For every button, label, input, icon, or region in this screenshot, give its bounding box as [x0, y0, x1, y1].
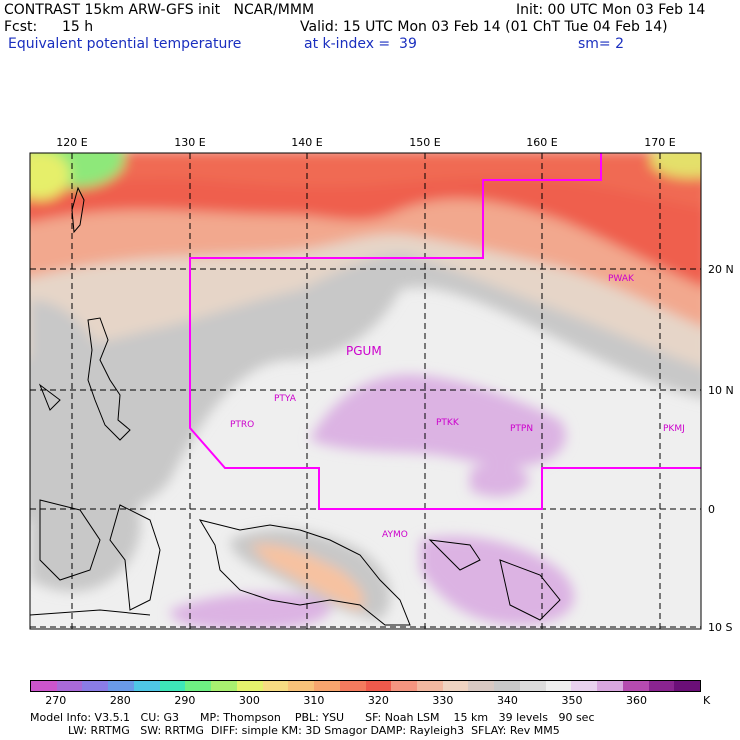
colorbar-swatch — [31, 681, 57, 691]
lon-label: 150 E — [409, 136, 440, 149]
lat-label: 20 N — [708, 263, 734, 276]
region-boundary — [189, 153, 701, 510]
colorbar-tick-label: 360 — [625, 694, 647, 707]
colorbar-swatch — [262, 681, 289, 691]
colorbar-swatch — [468, 681, 495, 691]
station-label: PTKK — [436, 418, 460, 428]
station-label: PTPN — [510, 424, 533, 434]
colorbar-swatch — [391, 681, 418, 691]
colorbar-tick-label: 350 — [561, 694, 583, 707]
colorbar-swatch — [571, 681, 598, 691]
level-index: at k-index = 39 — [304, 36, 417, 52]
station-label: AYMO — [382, 530, 408, 540]
field-name: Equivalent potential temperature — [8, 36, 242, 52]
colorbar-tick-label: 300 — [238, 694, 260, 707]
lat-label: 10 N — [708, 384, 734, 397]
lon-label: 170 E — [644, 136, 675, 149]
colorbar-tick-label: 290 — [174, 694, 196, 707]
smoothing: sm= 2 — [578, 36, 625, 52]
colorbar-swatch — [314, 681, 340, 691]
colorbar — [30, 680, 701, 692]
colorbar-tick-label: 310 — [303, 694, 325, 707]
colorbar-swatch — [236, 681, 263, 691]
colorbar-swatch — [674, 681, 701, 691]
colorbar-swatch — [185, 681, 212, 691]
colorbar-tick-label: K — [703, 694, 711, 707]
station-label: PTYA — [274, 394, 297, 404]
coastlines — [30, 186, 561, 626]
colorbar-swatch — [622, 681, 649, 691]
colorbar-tick-label: 270 — [45, 694, 67, 707]
fcst-label: Fcst: — [4, 19, 38, 35]
colorbar-swatch — [339, 681, 366, 691]
map-frame — [29, 152, 702, 630]
temperature-field — [30, 153, 701, 629]
valid-time: Valid: 15 UTC Mon 03 Feb 14 (01 ChT Tue … — [300, 19, 668, 35]
colorbar-swatch — [519, 681, 546, 691]
lon-label: 140 E — [291, 136, 322, 149]
colorbar-swatch — [82, 681, 109, 691]
station-label: PKMJ — [663, 424, 685, 434]
fcst-value: 15 h — [62, 19, 94, 35]
lat-label: 0 — [708, 503, 715, 516]
colorbar-swatch — [108, 681, 134, 691]
colorbar-swatch — [545, 681, 572, 691]
colorbar-swatch — [365, 681, 392, 691]
colorbar-swatch — [494, 681, 520, 691]
lon-label: 160 E — [526, 136, 557, 149]
colorbar-swatch — [211, 681, 237, 691]
map-panel: 120 E 130 E 140 E 150 E 160 E 170 E 20 N… — [29, 136, 734, 634]
station-label: PGUM — [346, 344, 382, 358]
colorbar-swatch — [442, 681, 469, 691]
init-time: Init: 00 UTC Mon 03 Feb 14 — [516, 2, 706, 18]
lon-label: 130 E — [174, 136, 205, 149]
colorbar-swatch — [597, 681, 623, 691]
colorbar-swatch — [288, 681, 315, 691]
station-label: PWAK — [608, 274, 635, 284]
lon-label: 120 E — [56, 136, 87, 149]
colorbar-swatch — [159, 681, 186, 691]
title-left: CONTRAST 15km ARW-GFS init NCAR/MMM — [4, 2, 315, 18]
station-label: PTRO — [230, 420, 254, 430]
colorbar-swatch — [56, 681, 83, 691]
colorbar-swatch — [133, 681, 160, 691]
colorbar-tick-label: 330 — [432, 694, 454, 707]
model-info-line1: Model Info: V3.5.1 CU: G3 MP: Thompson P… — [30, 711, 595, 724]
lat-label: 10 S — [708, 621, 732, 634]
colorbar-swatch — [417, 681, 443, 691]
colorbar-tick-label: 280 — [109, 694, 131, 707]
colorbar-tick-label: 340 — [496, 694, 518, 707]
model-info-line2: LW: RRTMG SW: RRTMG DIFF: simple KM: 3D … — [68, 724, 560, 737]
colorbar-tick-label: 320 — [367, 694, 389, 707]
colorbar-swatch — [648, 681, 675, 691]
